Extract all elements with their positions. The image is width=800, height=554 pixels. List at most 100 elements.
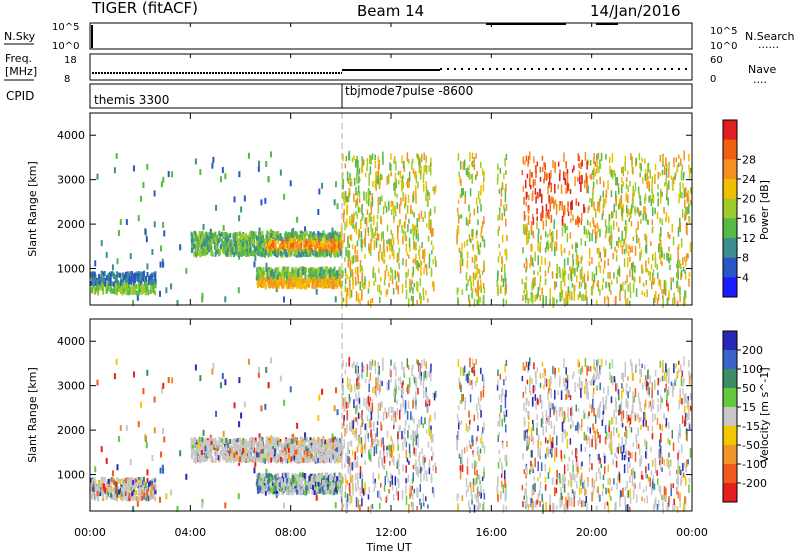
power-cell xyxy=(474,254,476,261)
power-cell xyxy=(336,203,339,210)
power-cell xyxy=(424,263,427,269)
power-cell xyxy=(327,269,330,275)
power-cell xyxy=(506,234,508,242)
power-cell xyxy=(360,245,363,252)
velocity-cell xyxy=(275,438,278,444)
velocity-cell xyxy=(191,444,194,450)
power-cell xyxy=(529,169,531,177)
power-cell xyxy=(660,188,662,196)
power-cell xyxy=(427,235,430,242)
velocity-cell xyxy=(146,477,149,483)
power-cell xyxy=(497,288,499,296)
power-cell xyxy=(201,231,204,237)
power-cell xyxy=(461,258,464,267)
power-cell xyxy=(531,296,533,304)
power-cell xyxy=(639,253,642,260)
nsearch-tick-top: 10^5 xyxy=(710,26,737,37)
power-cell xyxy=(413,282,416,288)
velocity-cell xyxy=(124,490,127,496)
velocity-cell xyxy=(153,427,156,434)
velocity-cell xyxy=(247,442,250,448)
velocity-cell xyxy=(315,452,318,458)
power-cell xyxy=(504,157,506,167)
velocity-cell xyxy=(190,444,193,450)
power-cell xyxy=(410,281,412,291)
velocity-cell xyxy=(196,443,199,449)
power-cell xyxy=(583,273,586,282)
power-cell xyxy=(356,176,358,184)
power-cell xyxy=(650,281,653,290)
power-cell xyxy=(151,287,154,293)
power-cell xyxy=(472,276,475,287)
power-cell xyxy=(592,173,595,180)
power-cell xyxy=(232,233,235,239)
power-cell xyxy=(258,281,261,287)
velocity-cell xyxy=(274,456,277,462)
velocity-cell xyxy=(132,480,135,486)
power-cell xyxy=(684,272,687,280)
power-cell xyxy=(424,251,426,257)
power-cell xyxy=(459,193,462,199)
power-cell xyxy=(361,278,364,288)
power-cell xyxy=(268,269,271,275)
power-cell xyxy=(321,250,324,256)
freq-tick-bottom: 8 xyxy=(64,74,70,85)
power-cell xyxy=(566,232,569,243)
power-cell xyxy=(338,275,341,281)
power-cell xyxy=(631,271,634,281)
power-cell xyxy=(243,195,246,202)
velocity-cell xyxy=(136,500,139,507)
velocity-cell xyxy=(339,456,342,462)
power-cell xyxy=(264,284,267,290)
power-cell xyxy=(144,286,147,292)
power-cell xyxy=(293,282,296,288)
velocity-cell xyxy=(149,490,152,496)
power-cell xyxy=(326,243,329,249)
power-cell xyxy=(394,172,397,183)
velocity-cell xyxy=(297,457,300,463)
velocity-cell xyxy=(205,437,208,443)
power-cell xyxy=(342,239,344,245)
power-cell xyxy=(577,294,580,300)
velocity-cell xyxy=(115,496,118,502)
power-cell xyxy=(132,281,135,287)
power-cell xyxy=(415,241,417,251)
power-cell xyxy=(528,194,530,201)
power-cell xyxy=(369,190,371,196)
power-cell xyxy=(588,205,590,211)
power-cell xyxy=(611,152,614,163)
date-title: 14/Jan/2016 xyxy=(590,2,681,20)
power-cell xyxy=(415,259,418,269)
power-cell xyxy=(309,268,312,274)
power-cell xyxy=(537,228,540,235)
power-cell xyxy=(311,232,314,238)
power-cell xyxy=(209,245,212,251)
power-cell xyxy=(594,224,596,235)
power-cell xyxy=(104,281,107,287)
power-cell xyxy=(651,182,653,192)
velocity-cell xyxy=(267,440,270,446)
power-cell xyxy=(324,276,327,282)
power-cell xyxy=(482,283,485,289)
power-cell xyxy=(320,278,323,284)
power-cell xyxy=(357,206,360,214)
power-cell xyxy=(360,238,363,248)
power-cell xyxy=(503,208,506,217)
power-cell xyxy=(121,290,124,296)
power-cell xyxy=(521,278,524,285)
power-cell xyxy=(385,264,388,272)
power-cell xyxy=(677,271,679,280)
power-cell xyxy=(602,277,605,283)
power-cell xyxy=(630,205,633,214)
power-cell xyxy=(556,229,558,240)
power-cell xyxy=(423,267,425,275)
power-cell xyxy=(338,269,341,275)
power-cell xyxy=(222,224,225,231)
velocity-cell xyxy=(324,450,327,456)
power-cell xyxy=(563,297,566,304)
power-cell xyxy=(545,203,548,212)
power-cell xyxy=(397,232,399,239)
power-cell xyxy=(588,261,591,266)
power-cell xyxy=(579,291,581,298)
power-cell xyxy=(263,252,266,258)
